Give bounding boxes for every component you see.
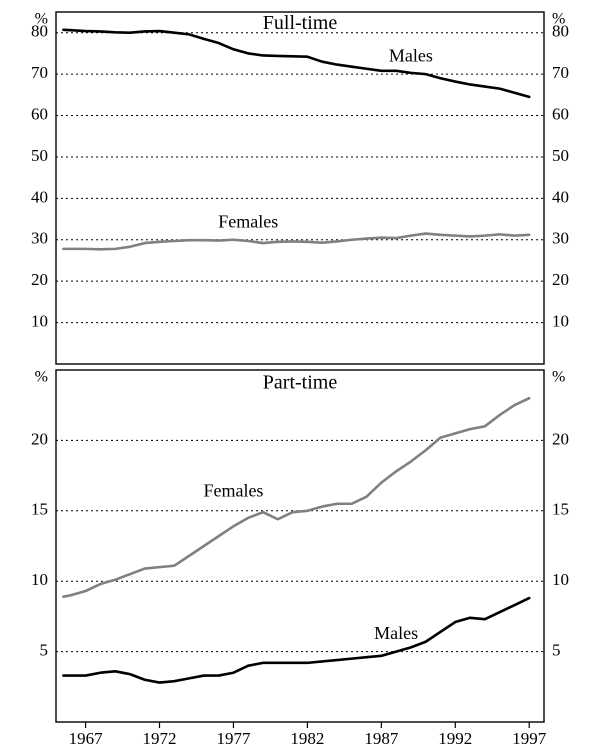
y-tick-label: 30 bbox=[31, 229, 48, 248]
x-tick-label: 1972 bbox=[143, 729, 177, 748]
x-tick-label: 1997 bbox=[512, 729, 547, 748]
y-tick-label: 5 bbox=[552, 641, 561, 660]
y-unit-label: % bbox=[35, 11, 48, 28]
y-unit-label: % bbox=[552, 11, 565, 28]
y-tick-label: 20 bbox=[552, 270, 569, 289]
series-label: Females bbox=[218, 211, 278, 231]
series-label: Males bbox=[389, 46, 433, 66]
x-tick-label: 1992 bbox=[438, 729, 472, 748]
y-tick-label: 20 bbox=[31, 270, 48, 289]
y-tick-label: 50 bbox=[552, 146, 569, 165]
y-unit-label: % bbox=[552, 369, 565, 386]
y-tick-label: 15 bbox=[31, 500, 48, 519]
x-tick-label: 1987 bbox=[364, 729, 399, 748]
panel-title: Full-time bbox=[263, 12, 338, 34]
series-label: Males bbox=[374, 623, 418, 643]
y-tick-label: 60 bbox=[552, 104, 569, 123]
employment-chart: 10102020303040405050606070708080%%MalesF… bbox=[0, 0, 600, 754]
y-tick-label: 30 bbox=[552, 229, 569, 248]
y-tick-label: 10 bbox=[31, 311, 48, 330]
y-tick-label: 10 bbox=[552, 570, 569, 589]
x-tick-label: 1977 bbox=[216, 729, 251, 748]
y-tick-label: 70 bbox=[31, 63, 48, 82]
panel-title: Part-time bbox=[263, 372, 338, 394]
y-unit-label: % bbox=[35, 369, 48, 386]
y-tick-label: 20 bbox=[552, 429, 569, 448]
y-tick-label: 15 bbox=[552, 500, 569, 519]
y-tick-label: 10 bbox=[552, 311, 569, 330]
x-tick-label: 1967 bbox=[69, 729, 104, 748]
y-tick-label: 60 bbox=[31, 104, 48, 123]
y-tick-label: 40 bbox=[31, 187, 48, 206]
y-tick-label: 50 bbox=[31, 146, 48, 165]
y-tick-label: 40 bbox=[552, 187, 569, 206]
y-tick-label: 70 bbox=[552, 63, 569, 82]
y-tick-label: 5 bbox=[40, 641, 49, 660]
series-label: Females bbox=[203, 481, 263, 501]
y-tick-label: 20 bbox=[31, 429, 48, 448]
y-tick-label: 10 bbox=[31, 570, 48, 589]
x-tick-label: 1982 bbox=[290, 729, 324, 748]
